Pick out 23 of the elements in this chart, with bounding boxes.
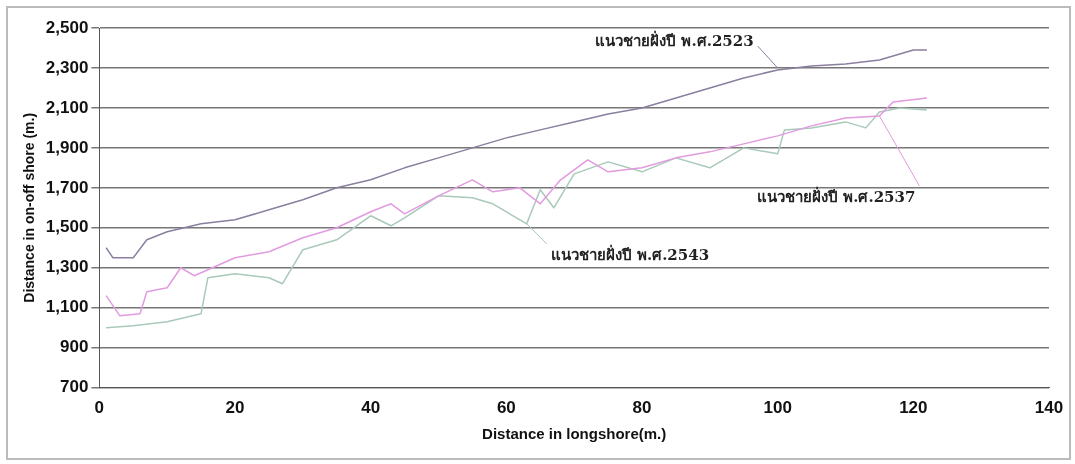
x-tick-label: 120	[899, 398, 928, 418]
x-tick-label: 40	[361, 398, 381, 418]
annotation: แนวชายฝั่งปี พ.ศ.2543	[550, 243, 710, 264]
y-tick-label: 1,100	[45, 297, 89, 317]
y-tick-label: 1,900	[45, 137, 89, 157]
annotation: แนวชายฝั่งปี พ.ศ.2537	[757, 185, 916, 206]
y-tick-label: 1,700	[45, 177, 89, 197]
x-tick-label: 140	[1034, 398, 1064, 418]
y-tick-label: 2,100	[45, 97, 89, 117]
x-tick-label: 80	[632, 398, 652, 418]
y-tick-label: 900	[59, 337, 89, 357]
x-tick-label: 20	[225, 398, 245, 418]
y-tick-label: 700	[59, 377, 89, 397]
x-tick-label: 100	[763, 398, 792, 418]
y-tick-label: 1,300	[45, 257, 89, 277]
y-axis-title: Distance in on-off shore (m.)	[21, 112, 38, 303]
y-tick-label: 2,300	[45, 57, 89, 77]
x-axis-title: Distance in longshore(m.)	[482, 425, 667, 443]
annotation: แนวชายฝั่งปี พ.ศ.2523	[595, 29, 754, 50]
y-tick-label: 2,500	[45, 17, 89, 37]
x-tick-label: 0	[94, 398, 105, 418]
x-tick-label: 60	[496, 398, 516, 418]
y-tick-label: 1,500	[45, 217, 89, 237]
